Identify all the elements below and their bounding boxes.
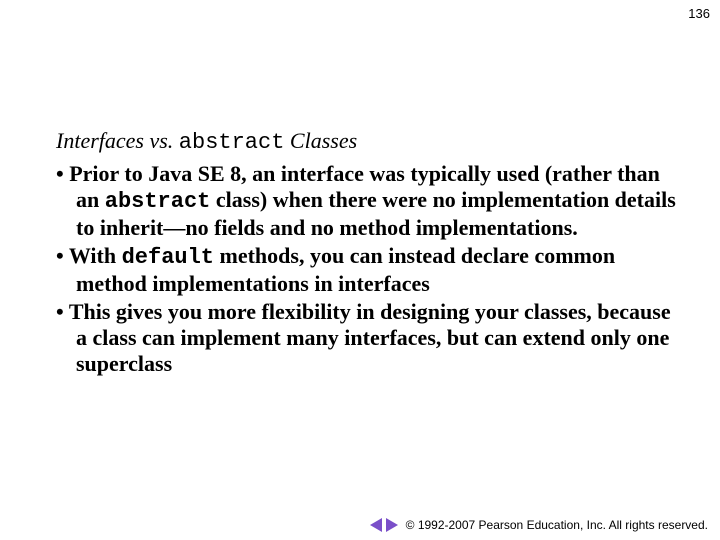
bullet-code: default — [122, 245, 214, 270]
nav-arrows — [370, 518, 398, 532]
slide-heading: Interfaces vs. abstract Classes — [56, 128, 680, 155]
slide-content: Interfaces vs. abstract Classes Prior to… — [56, 128, 680, 379]
heading-code: abstract — [179, 130, 285, 155]
page-number: 136 — [688, 6, 710, 21]
bullet-text: This gives you more flexibility in desig… — [69, 299, 671, 376]
bullet-list: Prior to Java SE 8, an interface was typ… — [56, 161, 680, 377]
slide-footer: © 1992-2007 Pearson Education, Inc. All … — [370, 518, 708, 532]
copyright-text: © 1992-2007 Pearson Education, Inc. All … — [406, 518, 708, 532]
bullet-code: abstract — [105, 189, 211, 214]
next-arrow-icon[interactable] — [386, 518, 398, 532]
heading-part2: Classes — [284, 128, 357, 153]
list-item: With default methods, you can instead de… — [56, 243, 680, 297]
prev-arrow-icon[interactable] — [370, 518, 382, 532]
list-item: Prior to Java SE 8, an interface was typ… — [56, 161, 680, 241]
bullet-text: With — [69, 243, 122, 268]
heading-part1: Interfaces vs. — [56, 128, 179, 153]
list-item: This gives you more flexibility in desig… — [56, 299, 680, 377]
